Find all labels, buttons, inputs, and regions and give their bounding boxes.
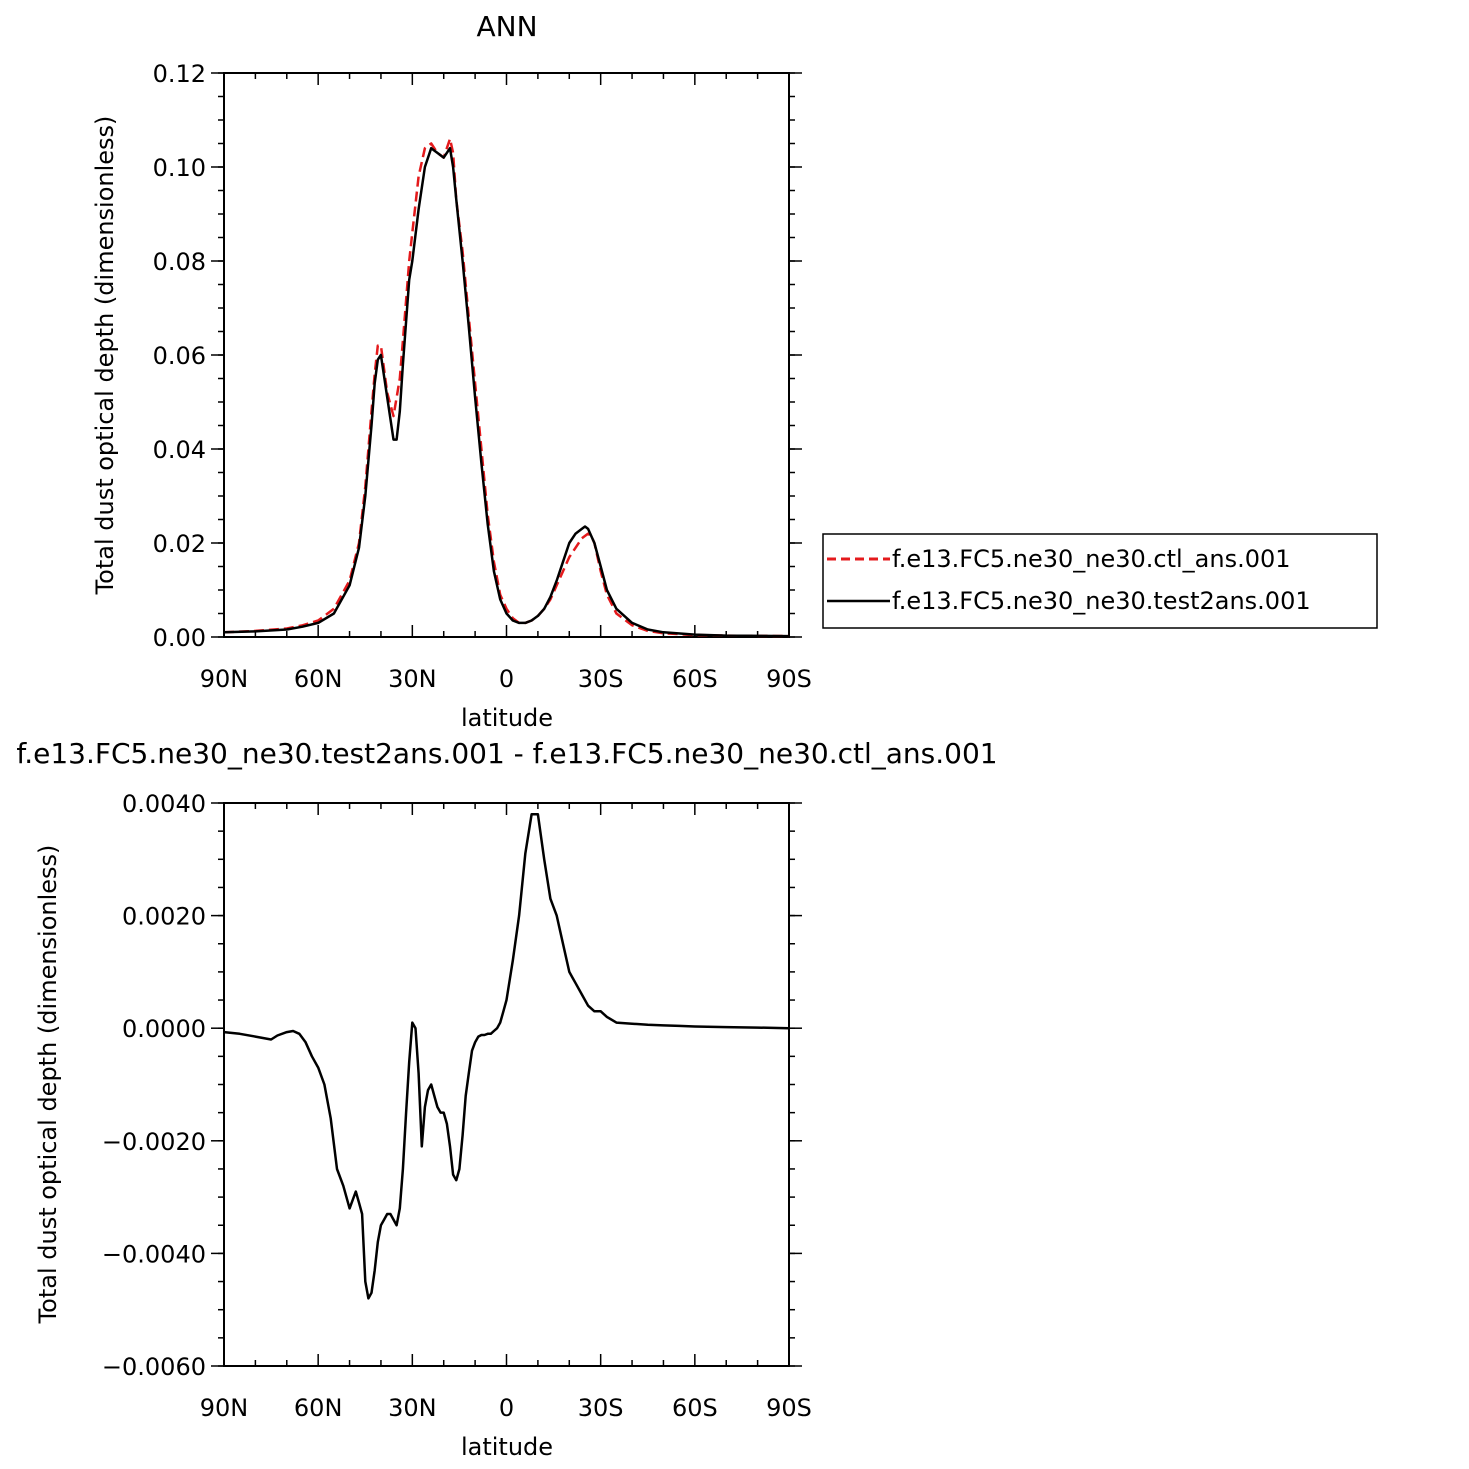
y-tick-label: 0.06 (153, 342, 206, 370)
y-tick-label: 0.08 (153, 248, 206, 276)
series-line-1 (223, 146, 790, 638)
legend-label-test2: f.e13.FC5.ne30_ne30.test2ans.001 (892, 587, 1311, 615)
top-legend: f.e13.FC5.ne30_ne30.ctl_ans.001 f.e13.FC… (822, 533, 1378, 629)
y-tick-label: −0.0060 (102, 1353, 206, 1381)
x-tick-label: 0 (499, 665, 514, 693)
x-tick-label: 30S (578, 1394, 624, 1422)
legend-box (822, 533, 1378, 629)
y-tick-label: 0.0040 (122, 790, 206, 818)
top-axis-ticks (211, 72, 802, 638)
y-tick-label: 0.04 (153, 436, 206, 464)
y-tick-label: −0.0040 (102, 1240, 206, 1268)
y-tick-label: −0.0020 (102, 1128, 206, 1156)
x-tick-label: 90N (200, 1394, 249, 1422)
top-y-axis-label: Total dust optical depth (dimensionless) (91, 116, 119, 596)
x-tick-label: 60S (672, 665, 718, 693)
bottom-chart: f.e13.FC5.ne30_ne30.test2ans.001 - f.e13… (16, 737, 997, 1461)
bottom-y-axis-label: Total dust optical depth (dimensionless) (34, 845, 62, 1325)
y-tick-label: 0.0020 (122, 903, 206, 931)
top-y-tick-labels: 0.00 0.02 0.04 0.06 0.08 0.10 0.12 (153, 60, 206, 652)
bottom-chart-title: f.e13.FC5.ne30_ne30.test2ans.001 - f.e13… (16, 737, 997, 770)
x-tick-label: 60N (294, 665, 343, 693)
top-x-axis-label: latitude (461, 704, 553, 732)
top-chart: ANN 90N 60N 30N 0 30S 60S 90S 0.00 0.02 0.04 0.06… (91, 10, 1378, 732)
x-tick-label: 90S (766, 1394, 812, 1422)
y-tick-label: 0.12 (153, 60, 206, 88)
x-tick-label: 30N (388, 1394, 437, 1422)
bottom-series-lines (223, 813, 790, 1300)
bottom-x-tick-labels: 90N 60N 30N 0 30S 60S 90S (200, 1394, 812, 1422)
series-line-0 (223, 813, 790, 1300)
legend-label-ctl: f.e13.FC5.ne30_ne30.ctl_ans.001 (892, 545, 1291, 573)
x-tick-label: 90N (200, 665, 249, 693)
x-tick-label: 30N (388, 665, 437, 693)
y-tick-label: 0.00 (153, 624, 206, 652)
y-tick-label: 0.10 (153, 154, 206, 182)
x-tick-label: 60N (294, 1394, 343, 1422)
bottom-x-axis-label: latitude (461, 1433, 553, 1461)
x-tick-label: 60S (672, 1394, 718, 1422)
series-line-0 (223, 137, 790, 638)
y-tick-label: 0.0000 (122, 1015, 206, 1043)
x-tick-label: 90S (766, 665, 812, 693)
bottom-axis-ticks (211, 802, 802, 1367)
top-chart-title: ANN (476, 10, 537, 43)
top-series-lines (223, 137, 790, 638)
x-tick-label: 0 (499, 1394, 514, 1422)
top-x-tick-labels: 90N 60N 30N 0 30S 60S 90S (200, 665, 812, 693)
bottom-y-tick-labels: −0.0060 −0.0040 −0.0020 0.0000 0.0020 0.0040 (102, 790, 206, 1381)
x-tick-label: 30S (578, 665, 624, 693)
y-tick-label: 0.02 (153, 530, 206, 558)
